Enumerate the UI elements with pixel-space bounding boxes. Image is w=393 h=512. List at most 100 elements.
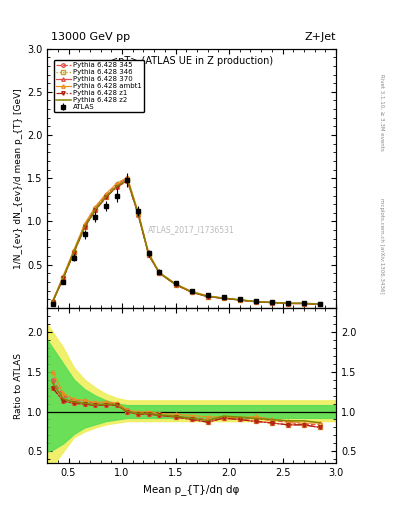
Pythia 6.428 370 [157, 270, 162, 276]
Pythia 6.428 345 [189, 289, 194, 295]
Pythia 6.428 z2 [82, 224, 87, 230]
Pythia 6.428 ambt1 [253, 298, 258, 305]
Pythia 6.428 345 [221, 295, 226, 302]
Pythia 6.428 z2 [50, 299, 55, 305]
Pythia 6.428 ambt1 [147, 250, 151, 257]
Pythia 6.428 346 [72, 249, 76, 255]
Pythia 6.428 370 [72, 249, 76, 255]
Text: 13000 GeV pp: 13000 GeV pp [51, 32, 130, 42]
Line: Pythia 6.428 346: Pythia 6.428 346 [51, 178, 322, 306]
Pythia 6.428 z1 [318, 301, 322, 307]
Pythia 6.428 z1 [237, 297, 242, 303]
Pythia 6.428 346 [189, 289, 194, 295]
Pythia 6.428 z1 [173, 282, 178, 288]
Pythia 6.428 370 [205, 293, 210, 300]
Pythia 6.428 370 [147, 252, 151, 258]
Pythia 6.428 345 [157, 270, 162, 276]
Pythia 6.428 370 [318, 301, 322, 307]
Pythia 6.428 z1 [285, 301, 290, 307]
Pythia 6.428 z1 [82, 224, 87, 230]
Pythia 6.428 z1 [136, 211, 140, 217]
Text: <pT> (ATLAS UE in Z production): <pT> (ATLAS UE in Z production) [110, 56, 273, 67]
Pythia 6.428 ambt1 [125, 174, 130, 180]
Pythia 6.428 345 [270, 300, 274, 306]
Pythia 6.428 370 [82, 224, 87, 230]
Pythia 6.428 346 [221, 295, 226, 302]
Pythia 6.428 z1 [301, 301, 306, 307]
Pythia 6.428 z2 [125, 177, 130, 183]
Legend: Pythia 6.428 345, Pythia 6.428 346, Pythia 6.428 370, Pythia 6.428 ambt1, Pythia: Pythia 6.428 345, Pythia 6.428 346, Pyth… [53, 60, 144, 112]
Pythia 6.428 ambt1 [205, 293, 210, 299]
Pythia 6.428 346 [157, 270, 162, 276]
Pythia 6.428 ambt1 [318, 301, 322, 307]
Pythia 6.428 346 [270, 300, 274, 306]
Pythia 6.428 345 [104, 191, 108, 198]
Pythia 6.428 z1 [104, 194, 108, 200]
Pythia 6.428 ambt1 [237, 297, 242, 303]
Pythia 6.428 ambt1 [301, 301, 306, 307]
Y-axis label: 1/N_{ev} dN_{ev}/d mean p_{T} [GeV]: 1/N_{ev} dN_{ev}/d mean p_{T} [GeV] [14, 88, 23, 269]
Pythia 6.428 346 [237, 297, 242, 303]
Pythia 6.428 z2 [104, 194, 108, 200]
Pythia 6.428 370 [125, 178, 130, 184]
Pythia 6.428 345 [125, 175, 130, 181]
Pythia 6.428 z1 [72, 249, 76, 255]
Text: mcplots.cern.ch [arXiv:1306.3436]: mcplots.cern.ch [arXiv:1306.3436] [380, 198, 384, 293]
Y-axis label: Ratio to ATLAS: Ratio to ATLAS [14, 353, 23, 419]
Pythia 6.428 ambt1 [72, 247, 76, 253]
Pythia 6.428 346 [93, 207, 97, 213]
Pythia 6.428 z1 [93, 207, 97, 214]
Pythia 6.428 345 [114, 181, 119, 187]
Pythia 6.428 345 [50, 298, 55, 305]
Pythia 6.428 346 [136, 210, 140, 217]
Pythia 6.428 z2 [61, 275, 66, 281]
Pythia 6.428 z2 [318, 301, 322, 307]
Pythia 6.428 346 [301, 301, 306, 307]
Pythia 6.428 345 [301, 301, 306, 307]
Pythia 6.428 345 [93, 204, 97, 211]
Pythia 6.428 370 [221, 295, 226, 302]
Pythia 6.428 346 [147, 252, 151, 258]
Pythia 6.428 346 [61, 275, 66, 281]
Pythia 6.428 z2 [136, 210, 140, 217]
Pythia 6.428 370 [253, 298, 258, 305]
Pythia 6.428 370 [285, 301, 290, 307]
Pythia 6.428 345 [136, 210, 140, 216]
Pythia 6.428 z2 [72, 249, 76, 255]
Pythia 6.428 ambt1 [285, 300, 290, 306]
Pythia 6.428 346 [82, 224, 87, 230]
Pythia 6.428 z1 [253, 298, 258, 305]
Pythia 6.428 345 [173, 282, 178, 288]
Pythia 6.428 z1 [270, 300, 274, 306]
Pythia 6.428 z1 [205, 293, 210, 300]
Pythia 6.428 ambt1 [82, 221, 87, 227]
Pythia 6.428 z1 [147, 252, 151, 258]
Pythia 6.428 ambt1 [157, 269, 162, 275]
Pythia 6.428 ambt1 [50, 298, 55, 305]
Pythia 6.428 z1 [189, 289, 194, 295]
Line: Pythia 6.428 z1: Pythia 6.428 z1 [51, 179, 322, 306]
Pythia 6.428 ambt1 [61, 273, 66, 279]
Pythia 6.428 370 [114, 184, 119, 190]
Pythia 6.428 346 [50, 299, 55, 305]
Pythia 6.428 ambt1 [104, 190, 108, 197]
Pythia 6.428 z2 [285, 300, 290, 306]
Pythia 6.428 z1 [50, 299, 55, 305]
Pythia 6.428 z2 [270, 300, 274, 306]
Line: Pythia 6.428 z2: Pythia 6.428 z2 [53, 180, 320, 304]
Pythia 6.428 370 [237, 297, 242, 303]
Pythia 6.428 370 [93, 207, 97, 214]
Pythia 6.428 370 [104, 194, 108, 200]
Pythia 6.428 z1 [221, 295, 226, 302]
Pythia 6.428 ambt1 [173, 281, 178, 287]
Pythia 6.428 z2 [173, 281, 178, 287]
Pythia 6.428 ambt1 [93, 204, 97, 210]
Pythia 6.428 z2 [189, 289, 194, 295]
Pythia 6.428 z2 [114, 183, 119, 189]
Pythia 6.428 345 [82, 222, 87, 228]
Pythia 6.428 z2 [147, 251, 151, 258]
Pythia 6.428 z1 [157, 270, 162, 276]
Pythia 6.428 z2 [237, 297, 242, 303]
Pythia 6.428 z1 [114, 184, 119, 190]
Pythia 6.428 345 [147, 251, 151, 258]
